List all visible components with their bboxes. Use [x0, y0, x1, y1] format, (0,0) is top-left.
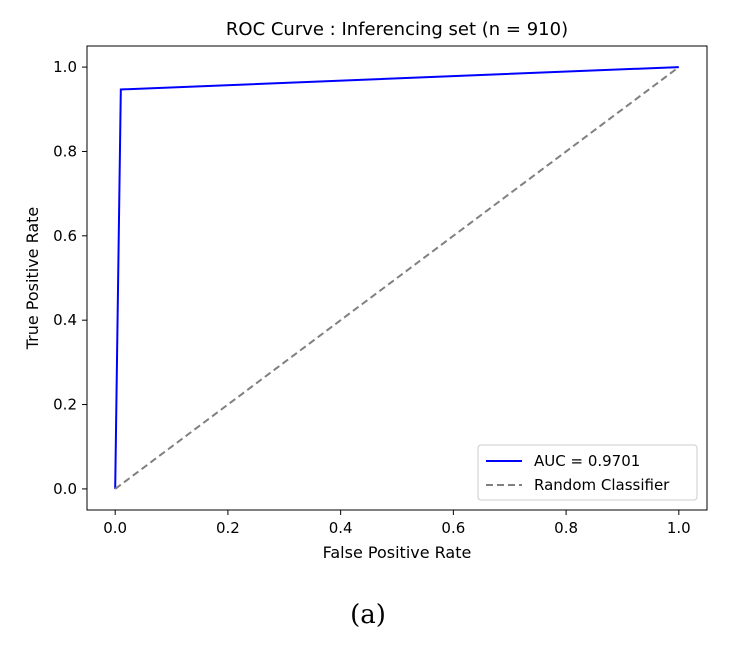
- y-tick-label: 0.4: [53, 311, 77, 329]
- x-tick-label: 1.0: [667, 519, 691, 537]
- chart-title: ROC Curve : Inferencing set (n = 910): [226, 19, 568, 40]
- random-classifier-line: [114, 66, 680, 490]
- legend-label: Random Classifier: [534, 476, 670, 494]
- y-axis-ticks: 0.0 0.2 0.4 0.6 0.8 1.0: [53, 58, 87, 498]
- figure-caption: (a): [350, 600, 386, 630]
- y-tick-label: 0.6: [53, 227, 77, 245]
- roc-curve-line: [114, 66, 679, 489]
- y-tick-label: 0.2: [53, 396, 77, 414]
- x-tick-label: 0.0: [103, 519, 127, 537]
- legend-box: [477, 444, 698, 501]
- legend-label: AUC = 0.9701: [534, 452, 640, 470]
- x-tick-label: 0.4: [329, 519, 353, 537]
- legend: AUC = 0.9701 Random Classifier: [477, 444, 698, 501]
- y-tick-label: 0.0: [53, 480, 77, 498]
- x-tick-label: 0.8: [554, 519, 578, 537]
- x-tick-label: 0.2: [216, 519, 240, 537]
- y-tick-label: 1.0: [53, 58, 77, 76]
- plot-frame: [86, 45, 708, 511]
- x-axis-label: False Positive Rate: [323, 543, 472, 562]
- y-axis-label: True Positive Rate: [23, 207, 42, 351]
- x-axis-ticks: 0.0 0.2 0.4 0.6 0.8 1.0: [103, 510, 691, 537]
- plot-area: [86, 45, 708, 511]
- y-tick-label: 0.8: [53, 142, 77, 160]
- x-tick-label: 0.6: [441, 519, 465, 537]
